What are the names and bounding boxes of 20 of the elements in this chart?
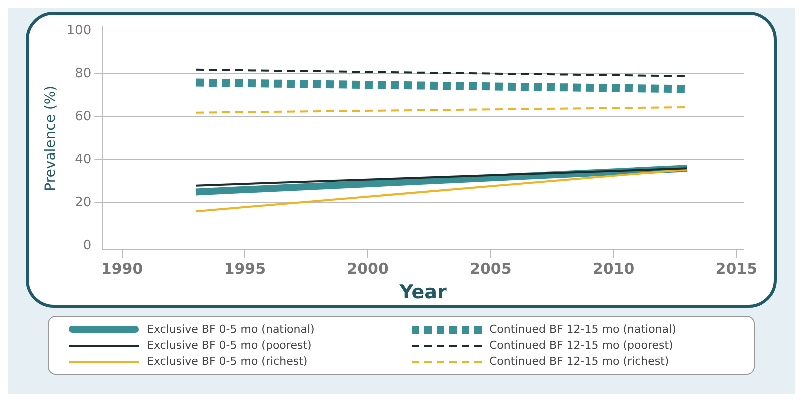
y-tick-label: 0 [83, 238, 92, 254]
legend-label: Continued BF 12-15 mo (richest) [490, 355, 670, 368]
legend-label: Continued BF 12-15 mo (national) [490, 323, 676, 336]
legend-label: Exclusive BF 0-5 mo (poorest) [147, 339, 312, 352]
x-tick-label: 2010 [592, 260, 635, 278]
x-tick-label: 1990 [101, 260, 144, 278]
y-tick-label: 100 [66, 24, 92, 39]
legend-label: Exclusive BF 0-5 mo (national) [147, 323, 315, 336]
x-tick-label: 2015 [716, 260, 758, 278]
y-tick-label: 20 [75, 195, 92, 210]
y-tick-label: 60 [75, 110, 92, 125]
legend-label: Continued BF 12-15 mo (poorest) [490, 339, 674, 352]
y-axis-title: Prevalence (%) [43, 86, 60, 192]
x-tick-label: 2005 [470, 260, 512, 278]
y-tick-label: 80 [75, 66, 92, 82]
x-axis-title: Year [398, 282, 448, 304]
legend-label: Exclusive BF 0-5 mo (richest) [147, 355, 308, 368]
y-tick-label: 40 [75, 152, 92, 168]
x-tick-label: 2000 [347, 260, 389, 278]
x-tick-label: 1995 [224, 260, 266, 278]
